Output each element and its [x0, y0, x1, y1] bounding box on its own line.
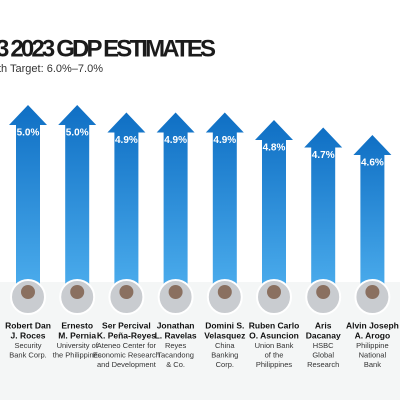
- value-label: 5.0%: [66, 128, 89, 139]
- person-org: & Co.: [166, 360, 185, 369]
- person-name: Ernesto: [61, 320, 93, 330]
- person-name: Robert Dan: [5, 320, 51, 330]
- value-label: 4.7%: [312, 150, 335, 161]
- portrait-head: [21, 285, 35, 299]
- value-label: 4.9%: [115, 135, 138, 146]
- arrow-bar: [156, 112, 195, 300]
- value-label: 4.9%: [213, 135, 236, 146]
- person-org: Research: [307, 360, 339, 369]
- arrow-bar: [304, 127, 343, 300]
- person-name: L. Ravelas: [155, 330, 197, 340]
- value-label: 4.6%: [361, 158, 384, 169]
- arrow-bar: [353, 135, 392, 300]
- arrow-bar: [255, 120, 293, 300]
- person-name: Dacanay: [306, 330, 341, 340]
- portrait-head: [267, 285, 281, 299]
- person-name: A. Arogo: [355, 330, 391, 340]
- portrait-head: [316, 285, 331, 299]
- person-org: China: [215, 341, 235, 350]
- arrow-bar: [9, 105, 47, 300]
- person-org: Security: [14, 341, 41, 350]
- value-label: 4.8%: [263, 143, 286, 154]
- person-name: Ruben Carlo: [249, 320, 300, 330]
- person-name: Jonathan: [157, 320, 195, 330]
- value-label: 4.9%: [164, 135, 187, 146]
- chart-subtitle: th Target: 6.0%–7.0%: [0, 63, 103, 75]
- person-org: Union Bank: [255, 341, 294, 350]
- portrait-head: [119, 285, 134, 299]
- chart-title: 3 2023 GDP ESTIMATES: [0, 35, 216, 62]
- person-name: Ser Percival: [102, 320, 151, 330]
- person-org: National: [359, 350, 387, 359]
- portrait-head: [217, 285, 232, 299]
- portrait-head: [70, 285, 85, 299]
- person-org: Corp.: [216, 360, 234, 369]
- person-name: K. Peña-Reyes: [97, 330, 156, 340]
- arrow-bar: [205, 112, 244, 300]
- portrait-head: [168, 285, 183, 299]
- person-org: Philippine: [356, 341, 389, 350]
- person-org: Bank Corp.: [9, 350, 47, 359]
- person-name: J. Roces: [11, 330, 46, 340]
- person-name: Velasquez: [204, 330, 245, 340]
- person-org: HSBC: [313, 341, 334, 350]
- portrait-head: [365, 285, 380, 299]
- person-name: Aris: [315, 320, 332, 330]
- person-name: M. Pernia: [58, 330, 96, 340]
- person-org: and Development: [97, 360, 157, 369]
- person-org: the Philippines: [53, 350, 102, 359]
- value-label: 5.0%: [17, 128, 40, 139]
- person-org: University of: [57, 341, 99, 350]
- person-name: Domini S.: [205, 320, 244, 330]
- person-org: Bank: [364, 360, 381, 369]
- person-org: Tacandong: [157, 350, 194, 359]
- person-org: Global: [312, 350, 334, 359]
- person-org: Ateneo Center for: [97, 341, 157, 350]
- arrow-bar: [58, 105, 97, 300]
- person-org: Economic Research: [93, 350, 160, 359]
- person-org: Philippines: [256, 360, 293, 369]
- person-name: Alvin Joseph: [346, 320, 399, 330]
- person-org: Banking: [211, 350, 238, 359]
- person-name: O. Asuncion: [249, 330, 299, 340]
- person-org: of the: [265, 350, 284, 359]
- arrow-bar: [107, 112, 146, 300]
- person-org: Reyes: [165, 341, 187, 350]
